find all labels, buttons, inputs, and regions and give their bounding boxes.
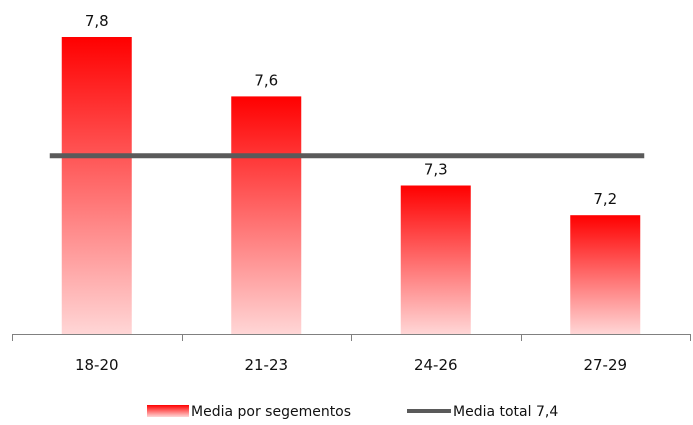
data-label-24-26: 7,3 bbox=[424, 161, 448, 179]
x-axis bbox=[12, 334, 691, 341]
x-tick-label-21-23: 21-23 bbox=[244, 356, 288, 374]
data-label-18-20: 7,8 bbox=[85, 12, 109, 30]
legend-label-line: Media total 7,4 bbox=[453, 404, 558, 420]
x-tick-label-27-29: 27-29 bbox=[583, 356, 627, 374]
legend-swatch-bars bbox=[147, 405, 189, 417]
x-tick-label-18-20: 18-20 bbox=[75, 356, 119, 374]
data-label-27-29: 7,2 bbox=[593, 190, 617, 208]
bar-18-20 bbox=[61, 37, 132, 334]
bar-21-23 bbox=[231, 96, 302, 335]
x-tick-label-24-26: 24-26 bbox=[414, 356, 458, 374]
labels-layer: 7,8 18-20 7,6 21-23 7,3 24-26 7,2 27-29 bbox=[75, 12, 627, 374]
bar-24-26 bbox=[400, 185, 471, 334]
legend-label-bars: Media por segementos bbox=[191, 404, 351, 420]
bar-27-29 bbox=[570, 215, 641, 334]
data-label-21-23: 7,6 bbox=[254, 71, 278, 89]
bars-layer bbox=[61, 37, 641, 335]
legend: Media por segementos Media total 7,4 bbox=[147, 404, 558, 420]
